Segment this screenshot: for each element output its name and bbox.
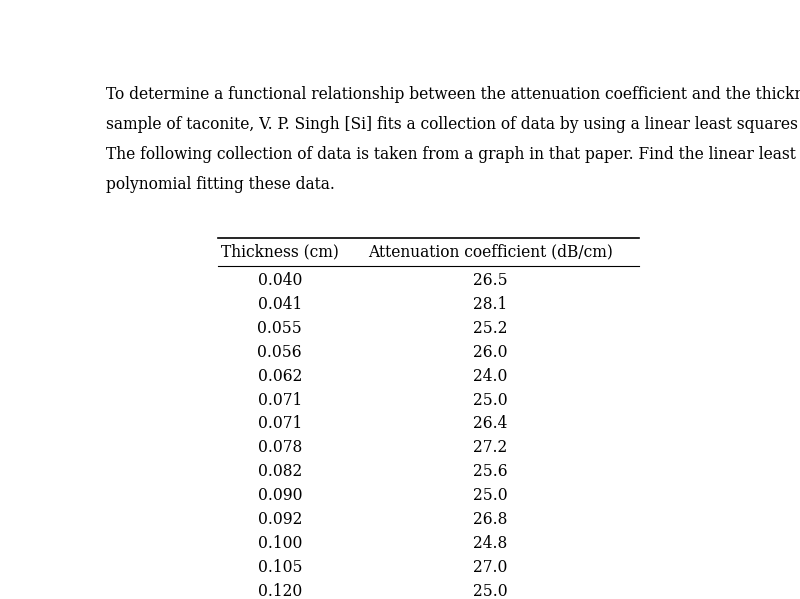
Text: 25.0: 25.0 [474,583,508,599]
Text: The following collection of data is taken from a graph in that paper. Find the l: The following collection of data is take… [106,146,800,163]
Text: 27.2: 27.2 [474,440,508,456]
Text: 0.041: 0.041 [258,295,302,313]
Text: 24.0: 24.0 [474,368,508,385]
Text: 27.0: 27.0 [474,559,508,576]
Text: 26.0: 26.0 [474,344,508,361]
Text: 0.040: 0.040 [258,271,302,289]
Text: 26.5: 26.5 [474,271,508,289]
Text: 24.8: 24.8 [474,536,508,552]
Text: 26.4: 26.4 [474,416,508,432]
Text: Thickness (cm): Thickness (cm) [221,243,338,261]
Text: 0.078: 0.078 [258,440,302,456]
Text: 0.092: 0.092 [258,512,302,528]
Text: 25.0: 25.0 [474,488,508,504]
Text: 0.062: 0.062 [258,368,302,385]
Text: 0.120: 0.120 [258,583,302,599]
Text: 0.071: 0.071 [258,416,302,432]
Text: 25.6: 25.6 [474,464,508,480]
Text: 0.071: 0.071 [258,392,302,409]
Text: 0.055: 0.055 [258,319,302,337]
Text: 25.2: 25.2 [474,319,508,337]
Text: 0.090: 0.090 [258,488,302,504]
Text: sample of taconite, V. P. Singh [Si] fits a collection of data by using a linear: sample of taconite, V. P. Singh [Si] fit… [106,116,800,133]
Text: 25.0: 25.0 [474,392,508,409]
Text: Attenuation coefficient (dB/cm): Attenuation coefficient (dB/cm) [368,243,613,261]
Text: 0.082: 0.082 [258,464,302,480]
Text: 0.105: 0.105 [258,559,302,576]
Text: 0.056: 0.056 [258,344,302,361]
Text: To determine a functional relationship between the attenuation coefficient and t: To determine a functional relationship b… [106,86,800,102]
Text: 0.100: 0.100 [258,536,302,552]
Text: polynomial fitting these data.: polynomial fitting these data. [106,176,335,193]
Text: 28.1: 28.1 [474,295,508,313]
Text: 26.8: 26.8 [474,512,508,528]
